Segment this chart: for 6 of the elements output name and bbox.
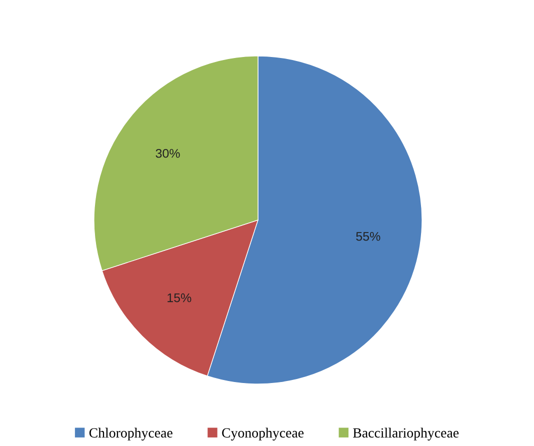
legend-label: Chlorophyceae — [89, 428, 172, 440]
data-label: 55% — [356, 232, 380, 241]
legend-label: Cyonophyceae — [222, 428, 304, 440]
data-label: 15% — [168, 293, 192, 302]
legend-label: Baccillariophyceae — [353, 428, 459, 440]
data-label: 30% — [156, 148, 180, 158]
